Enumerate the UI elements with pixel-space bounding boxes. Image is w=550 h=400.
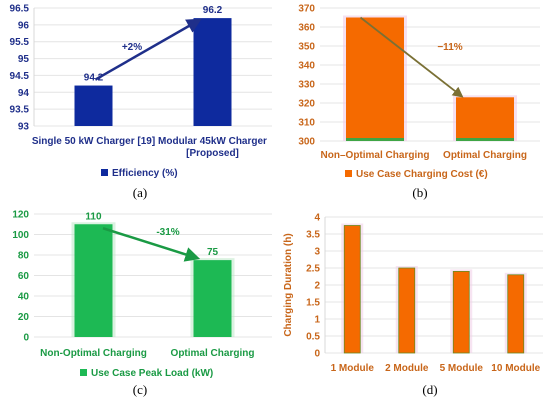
change-arrow	[94, 18, 202, 81]
bar	[507, 274, 525, 354]
legend-swatch	[345, 170, 352, 177]
bar	[398, 267, 416, 354]
category-label: Non-Optimal Charging	[40, 348, 147, 359]
legend-label: Use Case Peak Load (kW)	[91, 368, 213, 379]
panel-caption: (d)	[422, 382, 437, 397]
category-label: Optimal Charging	[171, 348, 255, 359]
data-label: 94.2	[84, 73, 104, 84]
y-tick-label: 0	[23, 333, 29, 344]
category-label-line: Single 50 kW Charger [19]	[32, 136, 155, 147]
category-label: Single 50 kW Charger [19]	[32, 136, 155, 147]
bar	[452, 270, 470, 354]
y-tick-label: 94	[18, 88, 30, 99]
y-tick-label: 330	[298, 80, 315, 91]
y-tick-label: 95.5	[10, 37, 30, 48]
y-tick-label: 20	[18, 312, 30, 323]
y-tick-label: 340	[298, 61, 315, 72]
y-tick-label: 320	[298, 99, 315, 110]
legend-swatch	[101, 169, 108, 176]
y-tick-label: 120	[12, 210, 29, 221]
legend-label: Efficiency (%)	[112, 168, 178, 179]
y-tick-label: 80	[18, 251, 30, 262]
panel-caption: (a)	[133, 185, 147, 200]
change-arrow	[102, 227, 201, 262]
category-label-line: 10 Module	[491, 363, 540, 374]
bar	[74, 224, 113, 337]
category-label-line: Non–Optimal Charging	[321, 150, 430, 161]
category-label-line: 1 Module	[331, 363, 375, 374]
y-tick-label: 100	[12, 230, 29, 241]
category-label: Optimal Charging	[443, 150, 527, 161]
y-tick-label: 40	[18, 292, 30, 303]
chart-panel-c: 0 20 40 60 80 100 120 110 75 Non-Optimal Charging…	[12, 210, 272, 397]
category-label-line: [Proposed]	[186, 148, 239, 159]
category-label-line: Modular 45kW Charger	[158, 136, 267, 147]
change-annotation: −11%	[437, 42, 462, 53]
bar-base	[456, 138, 514, 141]
category-label: 10 Module	[491, 363, 540, 374]
bar	[456, 97, 514, 141]
y-tick-label: 96.5	[10, 4, 30, 15]
y-tick-label: 3	[314, 247, 320, 258]
data-label: 96.2	[203, 5, 223, 16]
category-label: Non–Optimal Charging	[321, 150, 430, 161]
category-label: 1 Module	[331, 363, 375, 374]
y-tick-label: 1.5	[306, 298, 320, 309]
chart-panel-a: 93 93.5 94 94.5 95 95.5 96 96.5 94.2 96.2 Single 5…	[10, 4, 272, 200]
bar	[193, 18, 232, 126]
category-label: Modular 45kW Charger [Proposed]	[158, 136, 267, 159]
legend-swatch	[80, 369, 87, 376]
y-tick-label: 95	[18, 54, 30, 65]
chart-panel-b: 300 310 320 330 340 350 360 370 Non–Optimal Char…	[298, 4, 540, 200]
y-tick-label: 96	[18, 20, 30, 31]
y-axis-title: Charging Duration (h)	[283, 233, 294, 336]
category-label: 5 Module	[440, 363, 484, 374]
chart-panel-d: 0 0.5 1 1.5 2 2.5 3 3.5 4 1 Module 2 Module 5 Modul…	[283, 213, 543, 397]
bar-base	[346, 138, 404, 141]
change-annotation: -31%	[156, 227, 179, 238]
bar	[343, 225, 361, 354]
category-label-line: Non-Optimal Charging	[40, 348, 147, 359]
y-tick-label: 0.5	[306, 332, 320, 343]
y-tick-label: 93.5	[10, 105, 30, 116]
change-arrow	[359, 16, 464, 98]
y-tick-label: 370	[298, 4, 315, 15]
y-tick-label: 350	[298, 42, 315, 53]
category-label-line: 2 Module	[385, 363, 429, 374]
change-annotation: +2%	[122, 42, 142, 53]
category-label: 2 Module	[385, 363, 429, 374]
y-tick-label: 1	[314, 315, 320, 326]
y-tick-label: 3.5	[306, 230, 320, 241]
category-label-line: Optimal Charging	[443, 150, 527, 161]
data-label: 75	[207, 247, 219, 258]
y-tick-label: 2.5	[306, 264, 320, 275]
y-tick-label: 94.5	[10, 71, 30, 82]
data-label: 110	[85, 211, 102, 222]
y-tick-label: 93	[18, 122, 30, 133]
panel-caption: (b)	[412, 185, 427, 200]
y-tick-label: 2	[314, 281, 320, 292]
bar	[346, 17, 404, 141]
y-tick-label: 300	[298, 137, 315, 148]
y-tick-label: 0	[314, 349, 320, 360]
y-tick-label: 310	[298, 118, 315, 129]
legend-label: Use Case Charging Cost (€)	[356, 169, 488, 180]
bar	[193, 260, 232, 337]
panel-caption: (c)	[133, 382, 147, 397]
category-label-line: 5 Module	[440, 363, 484, 374]
y-tick-label: 4	[314, 213, 320, 224]
y-tick-label: 60	[18, 271, 30, 282]
y-tick-label: 360	[298, 23, 315, 34]
category-label-line: Optimal Charging	[171, 348, 255, 359]
bar	[74, 85, 113, 126]
